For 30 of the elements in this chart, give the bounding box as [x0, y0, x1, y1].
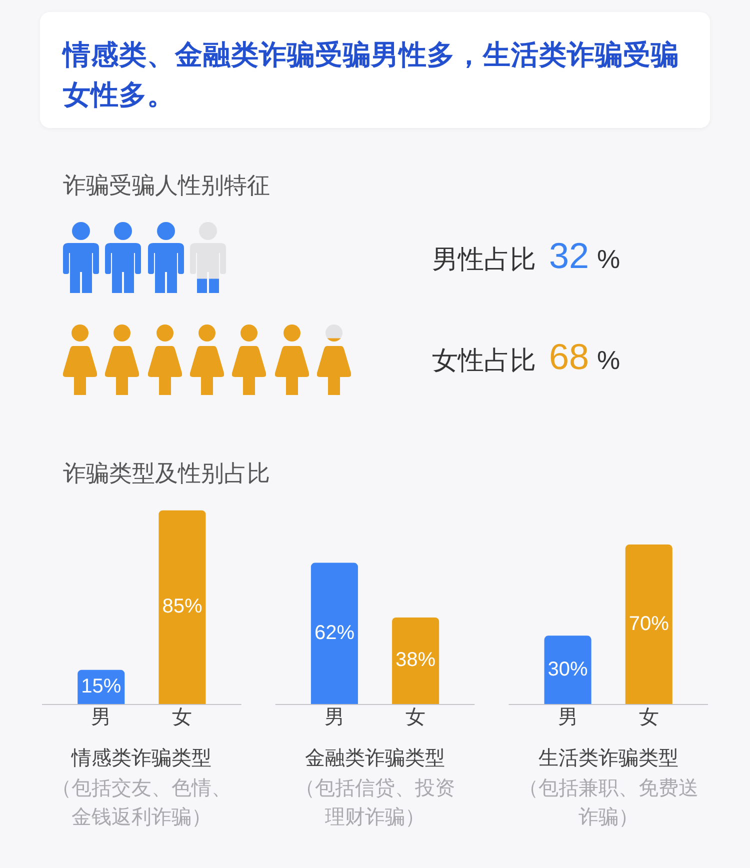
data-label: 15%: [81, 675, 122, 698]
text: （包括兼职、免费送诈骗）: [518, 778, 698, 829]
x-tick-label: 金融类诈骗类型: [305, 748, 445, 770]
data-label: 85%: [162, 596, 202, 618]
data-label: 30%: [548, 658, 588, 680]
text: 男: [324, 706, 344, 729]
data-label: 32 %: [549, 235, 620, 277]
chart-title: 诈骗类型及性别占比: [63, 459, 270, 488]
text: 女: [406, 706, 426, 729]
text: （包括信贷、投资理财诈骗）: [295, 778, 455, 829]
category-label: 女性占比: [432, 344, 536, 377]
bar: [544, 636, 592, 704]
text: 情感类、金融类诈骗受骗男性多，生活类诈骗受骗女性多。: [63, 38, 680, 112]
data-label: 70%: [628, 612, 670, 635]
text: （包括交友、色情、金钱返利诈骗）: [52, 778, 232, 829]
bar: [310, 562, 358, 704]
data-label: 38%: [396, 649, 436, 672]
series-label: 男: [91, 706, 112, 729]
bar: [158, 510, 206, 704]
x-tick-label: 情感类诈骗类型: [70, 748, 212, 770]
data-label: 68 %: [549, 336, 620, 378]
text: 诈骗受骗人性别特征: [63, 171, 270, 200]
data-label: 62%: [314, 622, 355, 644]
series-label: 女: [172, 706, 192, 729]
bar: [625, 544, 672, 704]
x-tick-label: 生活类诈骗类型: [538, 748, 678, 770]
text: 女: [638, 706, 659, 729]
category-label: 男性占比: [432, 243, 536, 276]
bar: [392, 617, 440, 704]
text: 男: [558, 706, 578, 729]
